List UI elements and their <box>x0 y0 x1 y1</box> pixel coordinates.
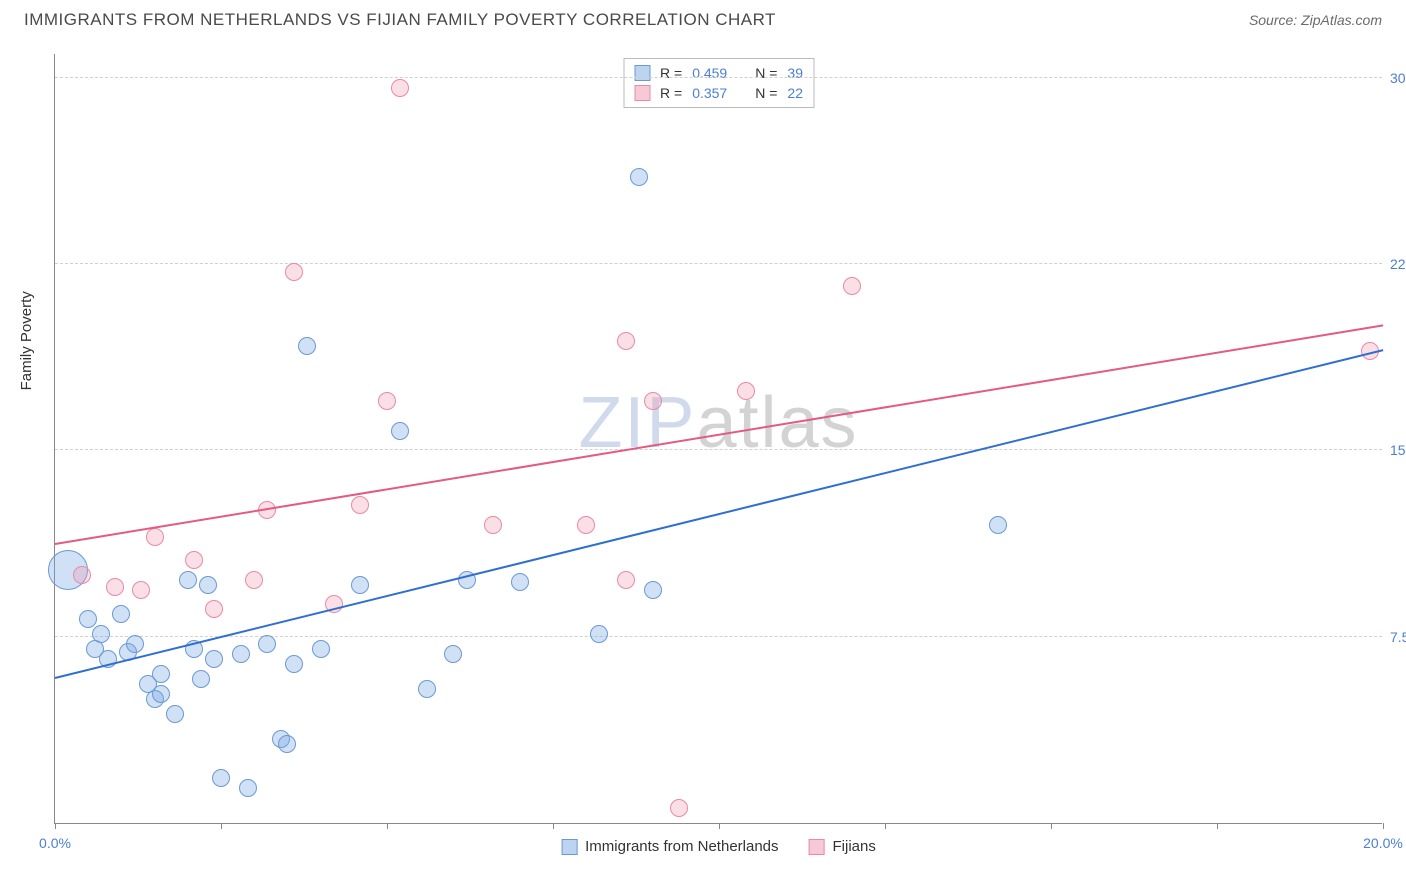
data-point <box>205 600 223 618</box>
chart-title: IMMIGRANTS FROM NETHERLANDS VS FIJIAN FA… <box>24 10 776 30</box>
data-point <box>670 799 688 817</box>
x-tick <box>1383 823 1384 829</box>
data-point <box>232 645 250 663</box>
data-point <box>989 516 1007 534</box>
data-point <box>298 337 316 355</box>
legend-swatch-netherlands-bottom <box>561 839 577 855</box>
trend-line <box>55 324 1383 545</box>
data-point <box>285 263 303 281</box>
x-tick <box>553 823 554 829</box>
y-tick-label: 22.5% <box>1390 256 1406 272</box>
data-point <box>351 576 369 594</box>
legend-row-series2: R = 0.357 N = 22 <box>634 83 803 103</box>
y-tick-label: 30.0% <box>1390 70 1406 86</box>
n-value-1: 39 <box>787 65 803 81</box>
r-value-2: 0.357 <box>692 85 727 101</box>
data-point <box>378 392 396 410</box>
grid-line <box>55 636 1382 637</box>
data-point <box>644 392 662 410</box>
data-point <box>239 779 257 797</box>
data-point <box>92 625 110 643</box>
grid-line <box>55 263 1382 264</box>
y-tick-label: 7.5% <box>1390 629 1406 645</box>
legend-item-netherlands: Immigrants from Netherlands <box>561 838 778 855</box>
data-point <box>106 578 124 596</box>
legend-swatch-netherlands <box>634 65 650 81</box>
data-point <box>577 516 595 534</box>
r-label-1: R = <box>660 65 682 81</box>
data-point <box>617 332 635 350</box>
grid-line <box>55 77 1382 78</box>
data-point <box>278 735 296 753</box>
data-point <box>152 665 170 683</box>
source-attribution: Source: ZipAtlas.com <box>1249 12 1382 28</box>
x-tick <box>221 823 222 829</box>
data-point <box>511 573 529 591</box>
x-tick <box>1051 823 1052 829</box>
data-point <box>418 680 436 698</box>
scatter-plot-area: ZIPatlas R = 0.459 N = 39 R = 0.357 N = … <box>54 54 1382 824</box>
data-point <box>112 605 130 623</box>
data-point <box>258 635 276 653</box>
n-label-2: N = <box>755 85 777 101</box>
x-tick <box>1217 823 1218 829</box>
data-point <box>737 382 755 400</box>
data-point <box>391 79 409 97</box>
x-tick-label: 20.0% <box>1363 835 1403 851</box>
data-point <box>205 650 223 668</box>
data-point <box>312 640 330 658</box>
data-point <box>484 516 502 534</box>
x-tick <box>387 823 388 829</box>
x-tick-label: 0.0% <box>39 835 71 851</box>
data-point <box>351 496 369 514</box>
r-label-2: R = <box>660 85 682 101</box>
data-point <box>73 566 91 584</box>
data-point <box>843 277 861 295</box>
data-point <box>185 551 203 569</box>
legend-item-fijians: Fijians <box>809 838 876 855</box>
series-legend: Immigrants from Netherlands Fijians <box>561 838 876 855</box>
data-point <box>152 685 170 703</box>
watermark-zip: ZIP <box>578 383 696 463</box>
x-tick <box>719 823 720 829</box>
trend-line <box>55 349 1383 679</box>
data-point <box>644 581 662 599</box>
data-point <box>199 576 217 594</box>
legend-swatch-fijians-bottom <box>809 839 825 855</box>
legend-row-series1: R = 0.459 N = 39 <box>634 63 803 83</box>
data-point <box>590 625 608 643</box>
x-tick <box>885 823 886 829</box>
grid-line <box>55 449 1382 450</box>
data-point <box>285 655 303 673</box>
data-point <box>444 645 462 663</box>
n-value-2: 22 <box>787 85 803 101</box>
data-point <box>126 635 144 653</box>
y-tick-label: 15.0% <box>1390 442 1406 458</box>
r-value-1: 0.459 <box>692 65 727 81</box>
data-point <box>212 769 230 787</box>
data-point <box>630 168 648 186</box>
data-point <box>79 610 97 628</box>
y-axis-label: Family Poverty <box>18 291 35 390</box>
data-point <box>245 571 263 589</box>
data-point <box>166 705 184 723</box>
data-point <box>391 422 409 440</box>
legend-label-netherlands: Immigrants from Netherlands <box>585 838 778 855</box>
legend-swatch-fijians <box>634 85 650 101</box>
n-label-1: N = <box>755 65 777 81</box>
data-point <box>192 670 210 688</box>
data-point <box>132 581 150 599</box>
data-point <box>179 571 197 589</box>
data-point <box>617 571 635 589</box>
x-tick <box>55 823 56 829</box>
correlation-legend: R = 0.459 N = 39 R = 0.357 N = 22 <box>623 58 814 108</box>
legend-label-fijians: Fijians <box>833 838 876 855</box>
data-point <box>146 528 164 546</box>
